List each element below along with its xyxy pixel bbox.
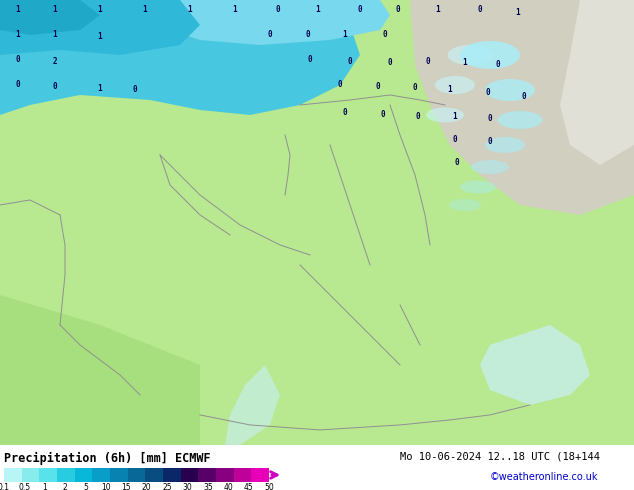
Text: 1: 1: [436, 5, 440, 15]
Text: 1: 1: [233, 5, 237, 15]
Text: 1: 1: [463, 58, 467, 68]
Bar: [4, 468, 22, 482]
Text: 0: 0: [380, 110, 385, 120]
Ellipse shape: [460, 41, 520, 69]
Ellipse shape: [471, 160, 509, 174]
Text: 35: 35: [203, 483, 213, 490]
Text: 0: 0: [387, 58, 392, 68]
Text: 0: 0: [343, 108, 347, 118]
Text: 1: 1: [53, 5, 57, 15]
Text: 0: 0: [306, 30, 310, 40]
Text: 0: 0: [488, 138, 493, 147]
Text: 1: 1: [16, 5, 20, 15]
Text: 1: 1: [98, 5, 102, 15]
Ellipse shape: [426, 107, 464, 122]
Bar: [163, 468, 181, 482]
Text: Precipitation (6h) [mm] ECMWF: Precipitation (6h) [mm] ECMWF: [4, 452, 210, 465]
Text: 1: 1: [98, 32, 102, 42]
Text: 0: 0: [486, 89, 490, 98]
Polygon shape: [560, 0, 634, 165]
Text: Mo 10-06-2024 12..18 UTC (18+144: Mo 10-06-2024 12..18 UTC (18+144: [400, 452, 600, 462]
Text: 40: 40: [223, 483, 233, 490]
Text: 1: 1: [448, 85, 452, 95]
Polygon shape: [0, 0, 100, 35]
Text: 1: 1: [188, 5, 192, 15]
Polygon shape: [480, 325, 590, 405]
Text: 0: 0: [338, 80, 342, 90]
Text: 0: 0: [307, 55, 313, 65]
Text: 45: 45: [243, 483, 254, 490]
Ellipse shape: [485, 137, 525, 153]
Text: 0: 0: [477, 5, 482, 15]
Bar: [93, 468, 110, 482]
Text: 25: 25: [162, 483, 172, 490]
Text: 0.1: 0.1: [0, 483, 10, 490]
Bar: [251, 468, 269, 482]
Text: 0: 0: [416, 113, 420, 122]
Text: 1: 1: [343, 30, 347, 40]
Bar: [22, 468, 39, 482]
Text: 15: 15: [122, 483, 131, 490]
Bar: [216, 468, 234, 482]
Text: 0: 0: [413, 83, 417, 93]
Ellipse shape: [435, 76, 475, 94]
Text: 1: 1: [316, 5, 320, 15]
Text: 2: 2: [53, 57, 57, 67]
Text: 0: 0: [383, 30, 387, 40]
Text: 20: 20: [142, 483, 152, 490]
Text: 0: 0: [133, 85, 138, 95]
Text: 0: 0: [522, 93, 526, 101]
Text: 0: 0: [268, 30, 273, 40]
Text: 1: 1: [98, 84, 102, 94]
Bar: [127, 468, 145, 482]
Text: 0: 0: [358, 5, 362, 15]
Bar: [110, 468, 127, 482]
Text: 1: 1: [515, 8, 521, 18]
Bar: [234, 468, 251, 482]
Text: 0: 0: [16, 80, 20, 90]
Polygon shape: [0, 0, 360, 115]
Text: 0: 0: [496, 60, 500, 70]
Text: 2: 2: [63, 483, 68, 490]
Ellipse shape: [498, 111, 543, 129]
Bar: [57, 468, 75, 482]
Text: 0: 0: [16, 55, 20, 65]
Text: 0.5: 0.5: [18, 483, 30, 490]
Polygon shape: [0, 295, 200, 445]
Ellipse shape: [448, 45, 493, 65]
Text: 10: 10: [101, 483, 111, 490]
Text: 1: 1: [53, 30, 57, 40]
Text: 0: 0: [376, 82, 380, 92]
Bar: [181, 468, 198, 482]
Bar: [39, 468, 57, 482]
Text: 50: 50: [264, 483, 274, 490]
Text: 0: 0: [396, 5, 400, 15]
Ellipse shape: [460, 180, 496, 194]
Bar: [75, 468, 93, 482]
Text: 0: 0: [53, 82, 57, 92]
Text: 0: 0: [455, 158, 459, 168]
Text: 0: 0: [488, 115, 493, 123]
Text: 5: 5: [83, 483, 88, 490]
Text: 0: 0: [453, 135, 457, 145]
Text: 1: 1: [453, 113, 457, 122]
Text: 0: 0: [347, 57, 353, 67]
Text: 1: 1: [16, 30, 20, 40]
Text: 0: 0: [276, 5, 280, 15]
Polygon shape: [225, 365, 280, 445]
Polygon shape: [410, 0, 634, 215]
Ellipse shape: [485, 79, 535, 101]
Ellipse shape: [449, 199, 481, 211]
Text: 0: 0: [425, 57, 430, 67]
Polygon shape: [170, 0, 390, 45]
Text: ©weatheronline.co.uk: ©weatheronline.co.uk: [490, 472, 598, 482]
Text: 1: 1: [42, 483, 47, 490]
Bar: [198, 468, 216, 482]
Text: 30: 30: [183, 483, 192, 490]
Polygon shape: [0, 0, 200, 55]
Bar: [145, 468, 163, 482]
Text: 1: 1: [143, 5, 147, 15]
